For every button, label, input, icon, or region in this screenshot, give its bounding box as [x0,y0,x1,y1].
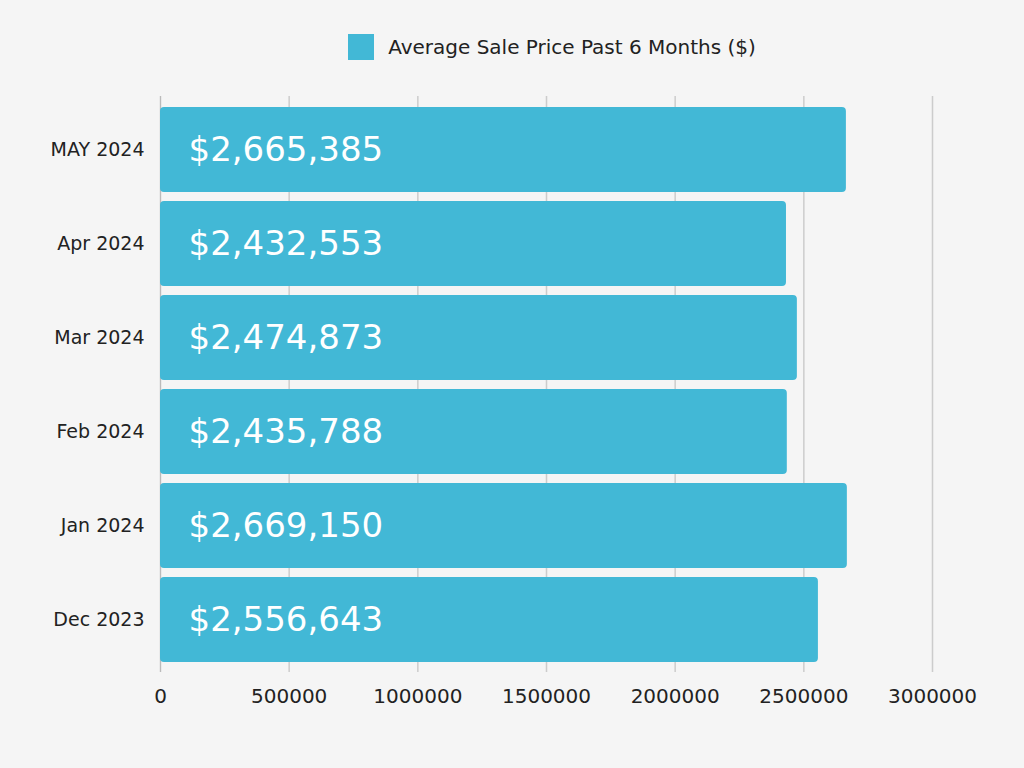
svg-text:2500000: 2500000 [759,684,848,708]
svg-text:1000000: 1000000 [373,684,462,708]
svg-text:$2,474,873: $2,474,873 [189,317,384,357]
svg-text:MAY 2024: MAY 2024 [51,138,145,160]
svg-text:2000000: 2000000 [631,684,720,708]
svg-text:Jan 2024: Jan 2024 [60,514,145,536]
svg-text:$2,432,553: $2,432,553 [189,223,384,263]
svg-text:1500000: 1500000 [502,684,591,708]
svg-text:500000: 500000 [251,684,327,708]
html-text:Average Sale Price Past 6 Mont: Average Sale Price Past 6 Months ($) [388,35,756,59]
svg-text:Apr 2024: Apr 2024 [57,232,144,254]
svg-text:$2,556,643: $2,556,643 [189,599,384,639]
svg-text:Dec 2023: Dec 2023 [53,608,144,630]
svg-text:$2,665,385: $2,665,385 [189,129,384,169]
svg-text:0: 0 [154,684,167,708]
svg-text:Feb 2024: Feb 2024 [56,420,144,442]
svg-text:3000000: 3000000 [888,684,977,708]
svg-text:$2,435,788: $2,435,788 [189,411,384,451]
svg-text:$2,669,150: $2,669,150 [189,505,384,545]
svg-text:Mar 2024: Mar 2024 [54,326,144,348]
